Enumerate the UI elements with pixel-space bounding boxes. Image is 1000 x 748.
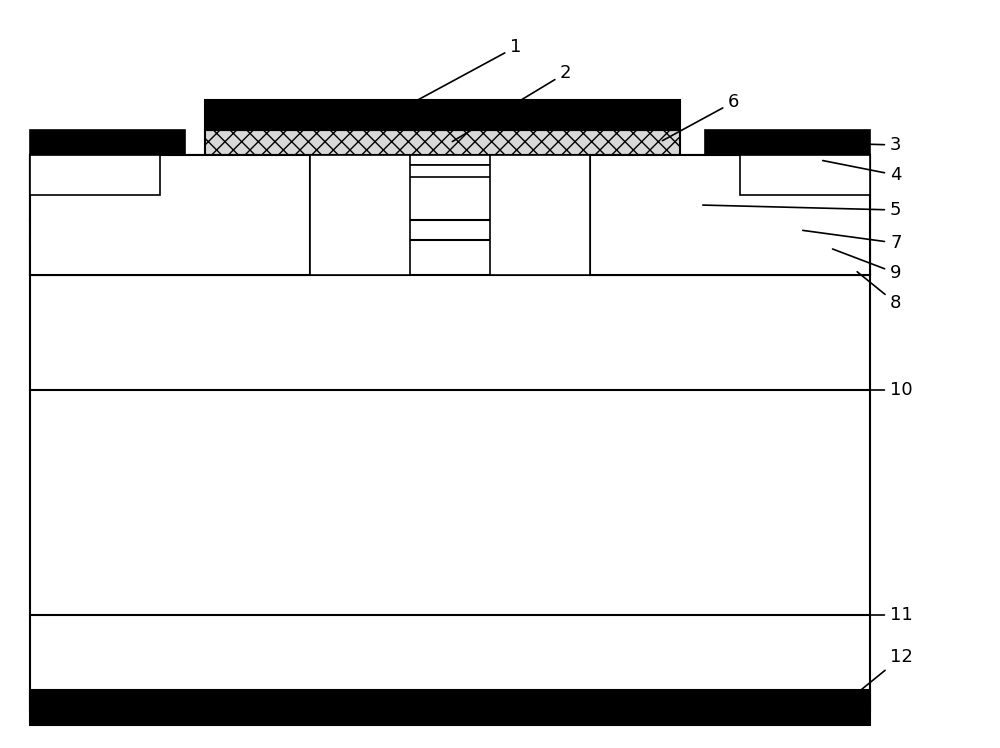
Text: 1: 1 xyxy=(392,38,521,114)
Bar xyxy=(740,155,870,195)
Text: 4: 4 xyxy=(823,161,902,184)
Text: 3: 3 xyxy=(793,136,902,154)
Text: 11: 11 xyxy=(823,606,913,624)
Text: 5: 5 xyxy=(703,201,902,219)
Bar xyxy=(30,155,870,165)
Bar xyxy=(30,155,160,195)
Bar xyxy=(30,130,185,155)
Text: 6: 6 xyxy=(662,93,739,141)
Text: 2: 2 xyxy=(452,64,572,141)
Bar xyxy=(705,130,870,155)
Text: 10: 10 xyxy=(803,381,913,399)
Bar xyxy=(310,155,410,275)
Bar xyxy=(30,165,870,177)
Bar xyxy=(30,155,870,710)
Text: 8: 8 xyxy=(857,272,901,312)
Text: 9: 9 xyxy=(833,249,902,282)
Text: 7: 7 xyxy=(803,230,902,252)
Bar xyxy=(30,155,310,275)
Text: 12: 12 xyxy=(842,648,913,705)
Bar xyxy=(490,155,590,275)
Bar xyxy=(590,155,870,275)
Bar xyxy=(205,130,680,155)
Bar xyxy=(205,100,680,130)
Bar xyxy=(30,690,870,725)
